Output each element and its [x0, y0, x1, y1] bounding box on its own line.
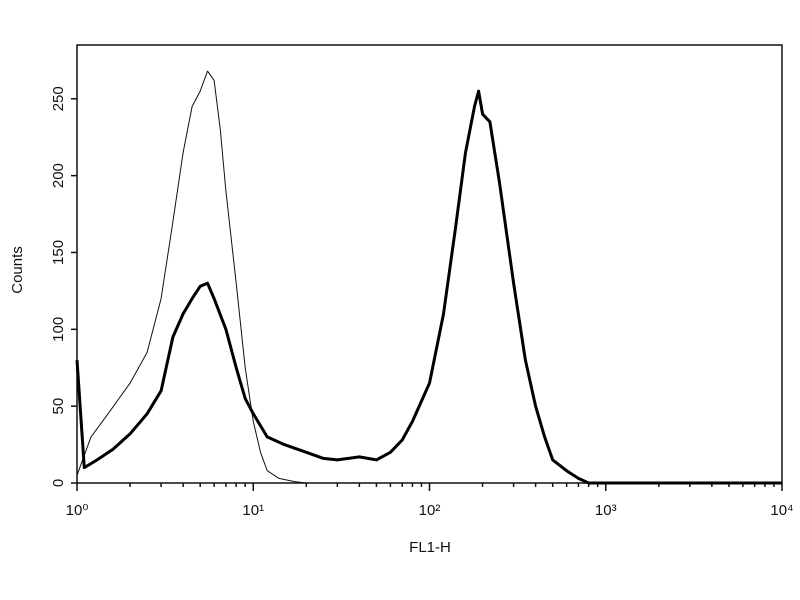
- y-tick-label: 50: [50, 398, 67, 415]
- plot-frame: [76, 44, 783, 484]
- y-axis-title: Counts: [9, 246, 26, 294]
- y-tick-label: 0: [50, 479, 67, 487]
- x-tick-label: 10³: [595, 502, 617, 519]
- y-tick-label: 250: [50, 86, 67, 111]
- x-tick-label: 10⁴: [770, 502, 793, 519]
- x-axis-title: FL1-H: [409, 539, 451, 556]
- series-line: [76, 70, 782, 484]
- x-tick-label: 10⁰: [66, 502, 89, 519]
- y-tick-label: 150: [50, 240, 67, 265]
- y-tick-label: 200: [50, 163, 67, 188]
- y-tick-label: 100: [50, 317, 67, 342]
- x-tick-label: 10²: [419, 502, 441, 519]
- x-tick-label: 10¹: [242, 502, 264, 519]
- series-line: [75, 89, 782, 485]
